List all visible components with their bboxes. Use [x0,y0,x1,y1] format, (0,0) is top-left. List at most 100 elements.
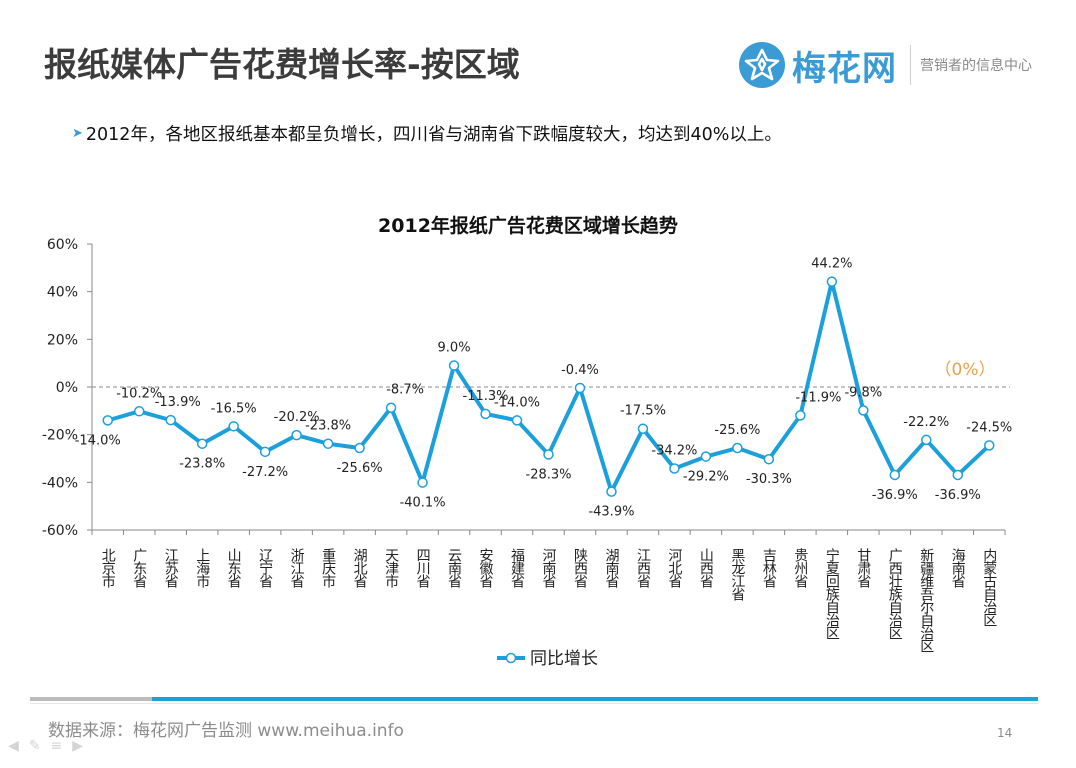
x-tick-label: 新疆维吾尔自治区 [918,548,934,653]
x-tick-label: 重庆市 [320,548,336,588]
y-tick-label: 60% [47,237,78,253]
data-point [385,402,397,413]
data-point [543,449,554,460]
x-tick-label: 广东省 [131,548,147,588]
data-point [826,276,838,287]
data-label: -22.2% [903,415,949,430]
logo-tagline: 营销者的信息中心 [920,58,1032,74]
data-point [858,405,869,416]
data-label: -28.3% [526,467,572,482]
data-label: -20.2% [274,410,320,425]
summary-text: 2012年，各地区报纸基本都呈负增长，四川省与湖南省下跌幅度较大，均达到40%以… [85,125,782,145]
bullet-arrow-icon: ➤ [72,126,83,141]
data-point [259,446,271,458]
data-label: -36.9% [872,488,918,503]
logo-divider [910,45,911,85]
data-point [732,442,743,454]
data-point [637,423,649,434]
x-tick-label: 天津市 [383,548,399,588]
page-number: 14 [997,726,1013,740]
x-tick-label: 海南省 [950,548,966,588]
data-point [196,438,208,449]
data-point [165,414,176,426]
data-label: 44.2% [811,257,852,272]
x-tick-label: 江苏省 [163,548,179,588]
data-label: -30.3% [746,472,792,487]
data-point [574,382,586,394]
data-point [480,408,491,420]
data-source: 数据来源：梅花网广告监测 www.meihua.info [48,721,404,741]
data-point [322,438,334,449]
legend-label: 同比增长 [530,649,598,669]
data-label: -24.5% [966,420,1012,435]
data-point [417,477,428,488]
x-tick-label: 江西省 [635,548,651,588]
x-tick-label: 湖南省 [603,548,619,588]
data-label: -25.6% [714,423,760,438]
data-label: -14.0% [494,395,540,410]
nav-pen-icon[interactable]: ✎ [28,738,41,754]
nav-back-icon[interactable]: ◀ [8,738,19,754]
chart-title: 2012年报纸广告花费区域增长趋势 [378,214,678,237]
data-label: -34.2% [651,444,697,459]
x-tick-label: 甘肃省 [855,548,871,588]
x-tick-label: 内蒙古自治区 [981,548,997,627]
x-tick-label: 湖北省 [352,548,368,588]
nav-menu-icon[interactable]: ≡ [50,738,63,754]
data-label: -8.7% [386,383,424,398]
data-label: -36.9% [935,488,981,503]
x-tick-label: 安徽省 [478,548,494,588]
data-label: -43.9% [588,505,634,520]
data-label: -10.2% [116,386,162,401]
footer-bar-gray [30,697,152,701]
summary-bullet: ➤ 2012年，各地区报纸基本都呈负增长，四川省与湖南省下跌幅度较大，均达到40… [72,121,782,146]
x-tick-label: 陕西省 [572,548,588,588]
data-point [984,440,995,451]
x-tick-label: 浙江省 [289,548,305,588]
data-point [228,421,239,432]
x-tick-label: 上海市 [194,548,210,588]
data-point [511,415,523,426]
data-label: -11.3% [463,389,509,404]
data-point [606,486,617,497]
data-point [700,451,712,462]
legend-marker-icon [505,652,517,664]
data-point [291,429,302,441]
logo-name: 梅花网 [792,48,897,89]
y-tick-label: -40% [42,475,78,491]
data-label: -0.4% [561,363,599,378]
data-label: -23.8% [305,419,351,434]
data-label: -23.8% [179,457,225,472]
page-title: 报纸媒体广告花费增长率-按区域 [44,45,520,84]
logo-flower-icon [739,42,785,88]
slide-nav: ◀ ✎ ≡ ▶ [8,738,83,754]
data-label: -40.1% [400,496,446,511]
data-point [889,469,901,481]
data-point [669,463,680,474]
data-label: 9.0% [438,341,471,356]
y-tick-label: 20% [47,332,78,348]
x-tick-label: 宁夏回族自治区 [824,547,840,640]
x-tick-label: 黑龙江省 [729,548,745,601]
x-tick-label: 云南省 [446,548,462,588]
y-tick-label: 0% [56,380,78,396]
data-label: -9.8% [844,385,882,400]
data-label: -27.2% [242,465,288,480]
data-point [102,415,113,426]
data-point [133,406,145,417]
data-label: -29.2% [683,470,729,485]
data-point [763,453,775,465]
data-label: -17.5% [620,404,666,419]
footer-bar-blue [152,697,1038,701]
data-point [448,360,460,371]
zero-reference-label: （0%） [935,360,996,380]
x-tick-label: 吉林省 [761,548,777,588]
x-tick-label: 四川省 [415,548,431,588]
nav-forward-icon[interactable]: ▶ [72,738,84,754]
data-point [921,434,932,446]
x-tick-label: 广西壮族自治区 [887,548,903,640]
x-tick-label: 贵州省 [792,548,808,588]
footer-line [30,703,1038,704]
x-tick-label: 河北省 [666,548,682,588]
line-chart: 2012年报纸广告花费区域增长趋势 60% 40% 20% 0% -20% -40% -60… [42,214,1012,669]
